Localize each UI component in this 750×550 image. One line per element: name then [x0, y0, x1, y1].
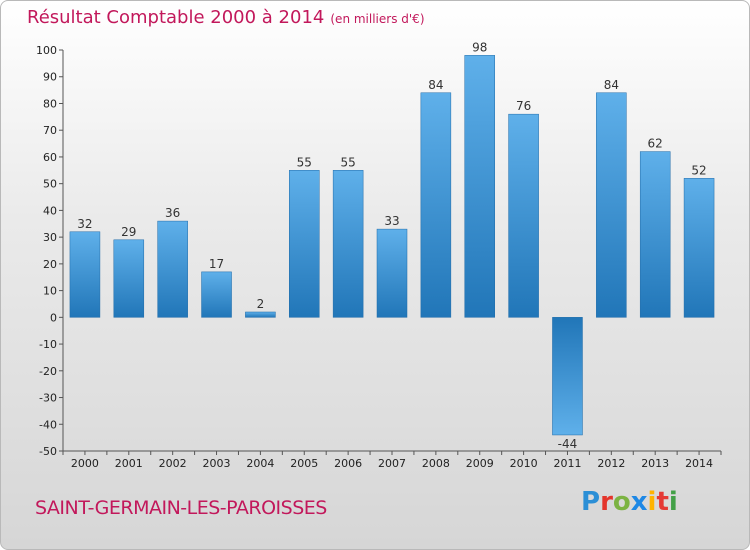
- bar-2010: [508, 113, 539, 318]
- value-label-2002: 36: [165, 206, 180, 220]
- x-tick-label-2013: 2013: [641, 457, 669, 470]
- y-tick-label: -20: [39, 365, 57, 378]
- y-tick-label: -40: [39, 418, 57, 431]
- value-labels: 32 29 36 17 2 55 55 33 84 98 76 -44 84 62 52: [77, 40, 706, 451]
- commune-name: SAINT-GERMAIN-LES-PAROISSES: [35, 497, 327, 519]
- x-tick-label-2001: 2001: [115, 457, 143, 470]
- bar-2011: [552, 317, 583, 436]
- x-tick-label-2000: 2000: [71, 457, 99, 470]
- value-label-2011: -44: [558, 437, 578, 451]
- axes: 1009080706050403020100-10-20-30-40-50200…: [36, 44, 722, 470]
- bar-2001: [113, 239, 145, 318]
- proxiti-logo: Proxiti: [581, 487, 678, 517]
- x-tick-label-2007: 2007: [378, 457, 406, 470]
- bar-2014: [683, 178, 715, 318]
- x-tick-label-2006: 2006: [334, 457, 362, 470]
- x-tick-label-2012: 2012: [597, 457, 625, 470]
- y-tick-label: -50: [39, 445, 57, 458]
- chart-unit: (en milliers d'€): [330, 12, 425, 26]
- bar-2007: [376, 228, 408, 318]
- bar-2009: [464, 55, 495, 318]
- y-tick-label: 80: [43, 97, 57, 110]
- x-tick-label-2008: 2008: [422, 457, 450, 470]
- y-tick-label: -10: [39, 338, 57, 351]
- value-label-2006: 55: [340, 155, 355, 169]
- y-tick-label: 60: [43, 151, 57, 164]
- value-label-2009: 98: [472, 40, 487, 54]
- x-tick-label-2003: 2003: [203, 457, 231, 470]
- chart-title-text: Résultat Comptable 2000 à 2014: [27, 7, 325, 28]
- y-tick-label: 90: [43, 71, 57, 84]
- y-tick-label: 10: [43, 285, 57, 298]
- bar-2006: [332, 170, 364, 318]
- y-tick-label: 20: [43, 258, 57, 271]
- x-tick-label-2011: 2011: [553, 457, 581, 470]
- y-tick-label: 50: [43, 178, 57, 191]
- value-label-2003: 17: [209, 257, 224, 271]
- x-tick-label-2005: 2005: [290, 457, 318, 470]
- value-label-2007: 33: [384, 214, 399, 228]
- y-tick-label: 30: [43, 231, 57, 244]
- bar-2012: [596, 92, 627, 318]
- value-label-2000: 32: [77, 217, 92, 231]
- bar-2000: [69, 231, 101, 318]
- y-tick-label: 0: [50, 311, 57, 324]
- x-tick-label-2014: 2014: [685, 457, 713, 470]
- bar-2005: [289, 170, 320, 318]
- y-tick-label: 100: [36, 44, 57, 57]
- x-tick-label-2002: 2002: [159, 457, 187, 470]
- y-tick-label: 40: [43, 204, 57, 217]
- value-label-2008: 84: [428, 78, 443, 92]
- value-label-2001: 29: [121, 225, 136, 239]
- x-tick-label-2010: 2010: [510, 457, 538, 470]
- y-tick-label: -30: [39, 392, 57, 405]
- value-label-2013: 62: [648, 137, 663, 151]
- y-tick-label: 70: [43, 124, 57, 137]
- value-label-2012: 84: [604, 78, 619, 92]
- chart-title: Résultat Comptable 2000 à 2014 (en millie…: [27, 7, 425, 28]
- bar-2002: [157, 220, 188, 318]
- bars: [69, 55, 715, 436]
- x-tick-label-2009: 2009: [466, 457, 494, 470]
- value-label-2004: 2: [257, 297, 265, 311]
- bar-2013: [639, 151, 671, 318]
- x-tick-label-2004: 2004: [246, 457, 274, 470]
- bar-2004: [245, 311, 276, 318]
- value-label-2014: 52: [691, 163, 706, 177]
- bar-2003: [201, 271, 232, 318]
- value-label-2005: 55: [297, 155, 312, 169]
- value-label-2010: 76: [516, 99, 531, 113]
- bar-2008: [420, 92, 452, 318]
